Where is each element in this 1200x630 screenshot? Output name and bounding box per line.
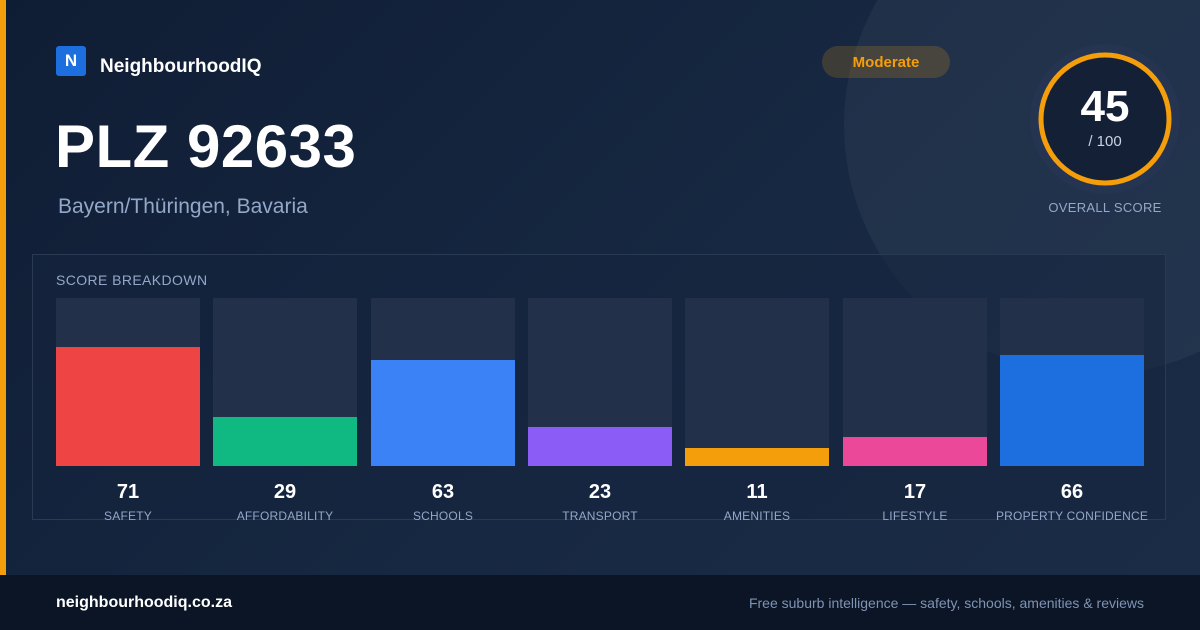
bar-value: 63 <box>431 481 455 503</box>
bar-label: SAFETY <box>104 509 152 523</box>
score-bar-property-confidence: 66 PROPERTY CONFIDENCE <box>996 298 1148 528</box>
bar-fill <box>843 437 987 466</box>
footer <box>0 575 1200 630</box>
bar-label: SCHOOLS <box>412 509 474 523</box>
bar-track <box>685 298 829 466</box>
score-bar-amenities: 11 AMENITIES <box>685 298 829 528</box>
score-bar-schools: 63 SCHOOLS <box>371 298 515 528</box>
bar-value: 17 <box>903 481 927 503</box>
bar-value: 23 <box>588 481 612 503</box>
location-subtitle: Bayern/Thüringen, Bavaria <box>58 195 308 218</box>
bar-fill <box>685 448 829 466</box>
bar-fill <box>1000 355 1144 466</box>
score-ring-arc <box>1038 52 1172 186</box>
score-bar-affordability: 29 AFFORDABILITY <box>213 298 357 528</box>
bar-track <box>213 298 357 466</box>
bar-value: 11 <box>746 481 768 503</box>
score-bar-lifestyle: 17 LIFESTYLE <box>843 298 987 528</box>
footer-domain-link[interactable]: neighbourhoodiq.co.za <box>56 594 232 611</box>
bar-label: LIFESTYLE <box>882 509 948 523</box>
brand-logo-icon: N <box>56 46 86 76</box>
score-breakdown-title: SCORE BREAKDOWN <box>56 272 208 288</box>
score-ring-track <box>1041 55 1169 183</box>
bar-label: TRANSPORT <box>562 509 638 523</box>
bar-track <box>528 298 672 466</box>
bar-track <box>843 298 987 466</box>
bar-fill <box>56 347 200 466</box>
bar-value: 29 <box>273 481 297 503</box>
bar-track <box>56 298 200 466</box>
bar-fill <box>371 360 515 466</box>
bar-fill <box>213 417 357 466</box>
bar-label: AMENITIES <box>723 509 791 523</box>
overall-score-value: 45 <box>1080 82 1130 131</box>
brand-name: NeighbourhoodIQ <box>100 56 262 77</box>
overall-score-max: / 100 <box>1088 133 1122 150</box>
bar-label: PROPERTY CONFIDENCE <box>995 509 1149 523</box>
accent-bar <box>0 0 6 575</box>
bar-track <box>1000 298 1144 466</box>
page-title: PLZ 92633 <box>55 113 357 180</box>
overall-score-caption: OVERALL SCORE <box>1048 200 1162 215</box>
bar-value: 66 <box>1060 481 1084 503</box>
score-bar-safety: 71 SAFETY <box>56 298 200 528</box>
bar-value: 71 <box>116 481 140 503</box>
bar-track <box>371 298 515 466</box>
bar-label: AFFORDABILITY <box>236 509 334 523</box>
footer-tagline: Free suburb intelligence — safety, schoo… <box>748 595 1144 611</box>
bar-fill <box>528 427 672 466</box>
score-bar-transport: 23 TRANSPORT <box>528 298 672 528</box>
overall-score-ring <box>1030 44 1180 194</box>
rating-badge: Moderate <box>822 46 950 78</box>
